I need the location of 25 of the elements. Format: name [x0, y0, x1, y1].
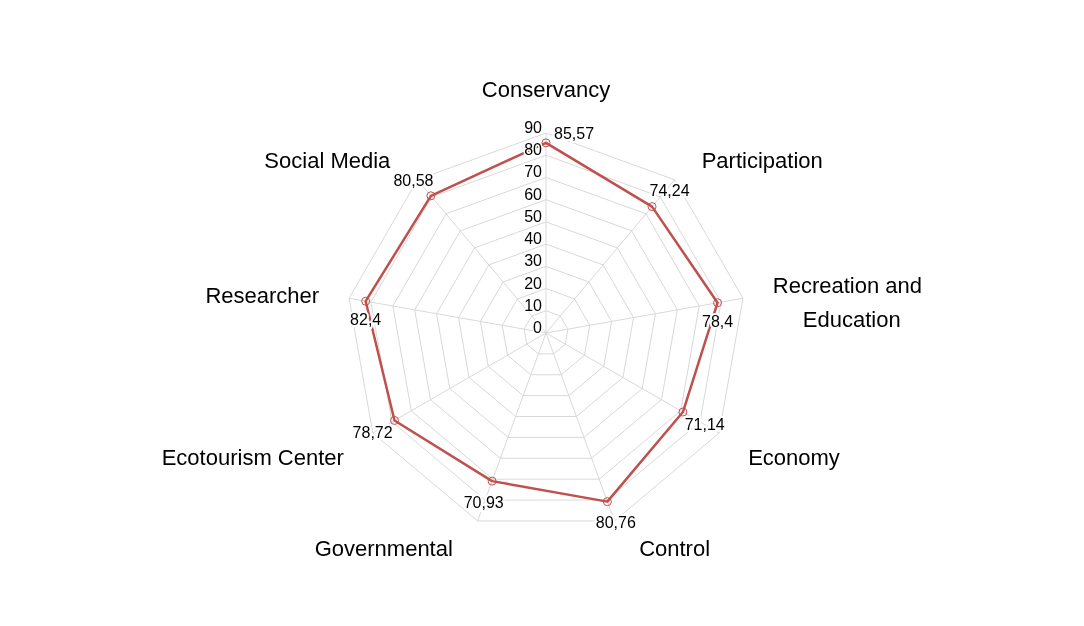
- spoke-label: Control: [639, 536, 711, 562]
- y-tick-label: 30: [524, 252, 543, 270]
- y-tick-label: 10: [524, 296, 543, 314]
- y-tick-label: 0: [533, 319, 543, 336]
- data-label: 71,14: [684, 416, 725, 434]
- y-tick-label: 60: [524, 185, 543, 203]
- data-label: 85,57: [554, 124, 595, 142]
- data-label: 70,93: [463, 493, 504, 511]
- y-tick-label: 50: [524, 207, 543, 225]
- spoke-label: Social Media: [264, 147, 392, 173]
- spoke-label: Conservancy: [481, 77, 611, 102]
- y-tick-label: 40: [524, 230, 543, 248]
- y-tick-label: 70: [524, 163, 543, 181]
- y-tick-label: 90: [524, 119, 543, 136]
- spoke-label: Ecotourism Center: [161, 445, 344, 470]
- spoke-label: Participation: [701, 147, 823, 173]
- spoke-label: Governmental: [314, 536, 453, 562]
- spoke-label: Recreation and Education: [772, 272, 923, 332]
- spoke-label: Economy: [748, 445, 840, 470]
- y-tick-label: 20: [524, 274, 543, 292]
- spoke-label: Researcher: [205, 282, 320, 308]
- data-label: 74,24: [649, 182, 690, 200]
- data-label: 78,72: [352, 424, 393, 442]
- data-label: 80,76: [595, 514, 636, 532]
- data-label: 80,58: [393, 171, 434, 189]
